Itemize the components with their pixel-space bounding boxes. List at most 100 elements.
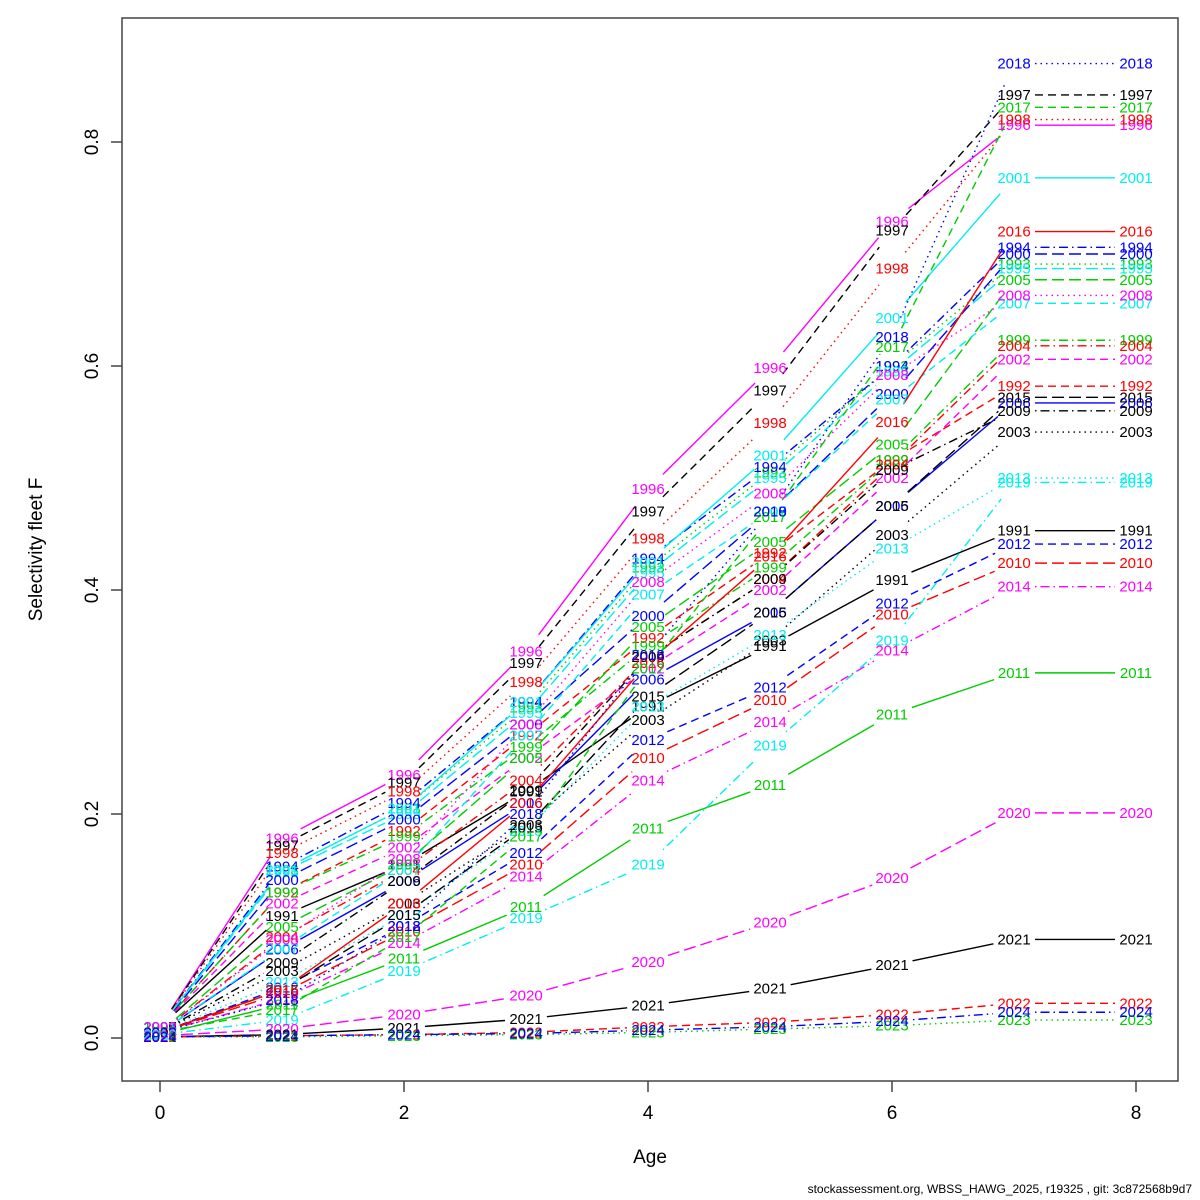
point-label-2002-age5: 2002: [753, 582, 786, 599]
series-line-2008: [299, 869, 387, 929]
point-label-2005-age2: 2005: [387, 856, 420, 873]
point-label-2012-age2: 2012: [387, 918, 420, 935]
point-label-1991-age1: 1991: [265, 908, 298, 925]
series-line-2000: [172, 895, 270, 1012]
series-line-2001: [663, 468, 755, 549]
point-label-2011-age1: 2011: [266, 996, 298, 1013]
series-line-2024: [790, 1021, 872, 1027]
point-label-1997-age0: 1997: [143, 1019, 176, 1036]
series-line-2012: [667, 695, 751, 733]
series-line-2008: [176, 951, 266, 1021]
point-label-2023-age4: 2023: [631, 1024, 664, 1041]
series-line-2003: [541, 733, 633, 813]
series-line-1999: [541, 658, 633, 734]
series-line-1998: [904, 135, 1002, 253]
point-label-1994-age2: 1994: [387, 795, 420, 812]
series-line-2003: [665, 651, 753, 710]
series-line-1995: [664, 490, 754, 561]
series-line-1997: [782, 246, 880, 375]
point-label-1998-age0: 1998: [143, 1019, 176, 1036]
series-line-2007: [539, 609, 635, 721]
point-label-2015-age5: 2015: [753, 604, 786, 621]
point-label-2020-age6: 2020: [875, 870, 908, 887]
series-line-2014: [300, 950, 386, 991]
point-label-2014-age1: 2014: [265, 991, 298, 1008]
point-label-2022-age2: 2022: [387, 1027, 420, 1044]
series-line-2000: [663, 524, 755, 603]
point-label-1999-age6: 1999: [875, 452, 908, 469]
point-label-2004-age1: 2004: [265, 929, 298, 946]
x-tick-label: 0: [155, 1103, 166, 1124]
point-label-2015-age4: 2015: [631, 688, 664, 705]
series-line-2008: [909, 306, 997, 365]
point-label-2012-age6: 2012: [875, 595, 908, 612]
point-label-2018-age7: 2018: [997, 56, 1030, 73]
point-label-2015-age2: 2015: [387, 907, 420, 924]
series-line-2012: [300, 934, 386, 979]
y-axis-title: Selectivity fleet F: [26, 478, 47, 622]
point-label-2016-age1: 2016: [265, 982, 298, 999]
series-line-2009: [910, 419, 996, 462]
point-label-2000-age4: 2000: [631, 608, 664, 625]
series-line-2021: [546, 1007, 628, 1018]
point-label-1998-age5: 1998: [753, 415, 786, 432]
point-label-2021-age8: 2021: [1119, 931, 1152, 948]
point-label-2018-age0: 2018: [143, 1024, 176, 1041]
point-label-2024-age3: 2024: [509, 1026, 542, 1043]
y-tick-label: 0.4: [82, 576, 103, 603]
series-line-2010: [911, 570, 995, 608]
series-line-2020: [789, 884, 873, 917]
series-line-2019: [662, 759, 756, 851]
point-label-1993-age7: 1993: [997, 256, 1030, 273]
series-line-2016: [179, 996, 263, 1027]
point-label-2016-age0: 2016: [143, 1024, 176, 1041]
point-label-1999-age4: 1999: [631, 638, 664, 655]
point-label-2017-age5: 2017: [753, 509, 786, 526]
point-label-1997-age3: 1997: [509, 655, 542, 672]
point-label-2010-age5: 2010: [753, 692, 786, 709]
point-label-2018-age5: 2018: [753, 504, 786, 521]
point-label-2021-age0: 2021: [143, 1029, 176, 1046]
series-line-2011: [423, 914, 507, 951]
point-label-1994-age4: 1994: [631, 551, 664, 568]
point-label-1997-age6: 1997: [875, 222, 908, 239]
series-line-2017: [299, 947, 387, 1000]
point-label-2009-age5: 2009: [753, 571, 786, 588]
series-line-2016: [783, 437, 879, 542]
series-line-2024: [302, 1034, 384, 1037]
series-line-2019: [301, 978, 385, 1013]
point-label-1999-age5: 1999: [753, 560, 786, 577]
series-line-2002: [665, 600, 753, 658]
point-label-2008-age5: 2008: [753, 486, 786, 503]
point-label-2024-age8: 2024: [1119, 1004, 1152, 1021]
point-label-2023-age7: 2023: [997, 1012, 1030, 1029]
series-line-2021: [424, 1019, 506, 1028]
point-label-2017-age4: 2017: [631, 660, 664, 677]
series-line-2024: [912, 1013, 994, 1021]
point-label-2020-age5: 2020: [753, 915, 786, 932]
point-label-1991-age2: 1991: [387, 856, 420, 873]
point-label-2016-age4: 2016: [631, 655, 664, 672]
series-line-2011: [911, 678, 995, 709]
point-label-1994-age1: 1994: [265, 859, 298, 876]
series-line-2006: [421, 813, 509, 871]
point-label-1996-age4: 1996: [631, 481, 664, 498]
point-label-1993-age6: 1993: [875, 358, 908, 375]
series-line-2012: [910, 552, 996, 595]
point-label-2008-age2: 2008: [387, 851, 420, 868]
series-line-2005: [664, 553, 754, 616]
point-label-2009-age2: 2009: [387, 873, 420, 890]
point-label-1994-age5: 1994: [753, 459, 786, 476]
point-label-1999-age0: 1999: [143, 1019, 176, 1036]
point-label-2016-age2: 2016: [387, 896, 420, 913]
series-line-2019: [423, 925, 507, 964]
series-line-2018: [538, 671, 636, 798]
point-label-1992-age1: 1992: [265, 884, 298, 901]
series-line-2001: [419, 715, 511, 796]
point-label-2022-age1: 2022: [265, 1028, 298, 1045]
point-label-1998-age2: 1998: [387, 784, 420, 801]
series-line-2013: [909, 487, 997, 539]
point-label-2020-age1: 2020: [265, 1021, 298, 1038]
point-label-2000-age0: 2000: [143, 1019, 176, 1036]
